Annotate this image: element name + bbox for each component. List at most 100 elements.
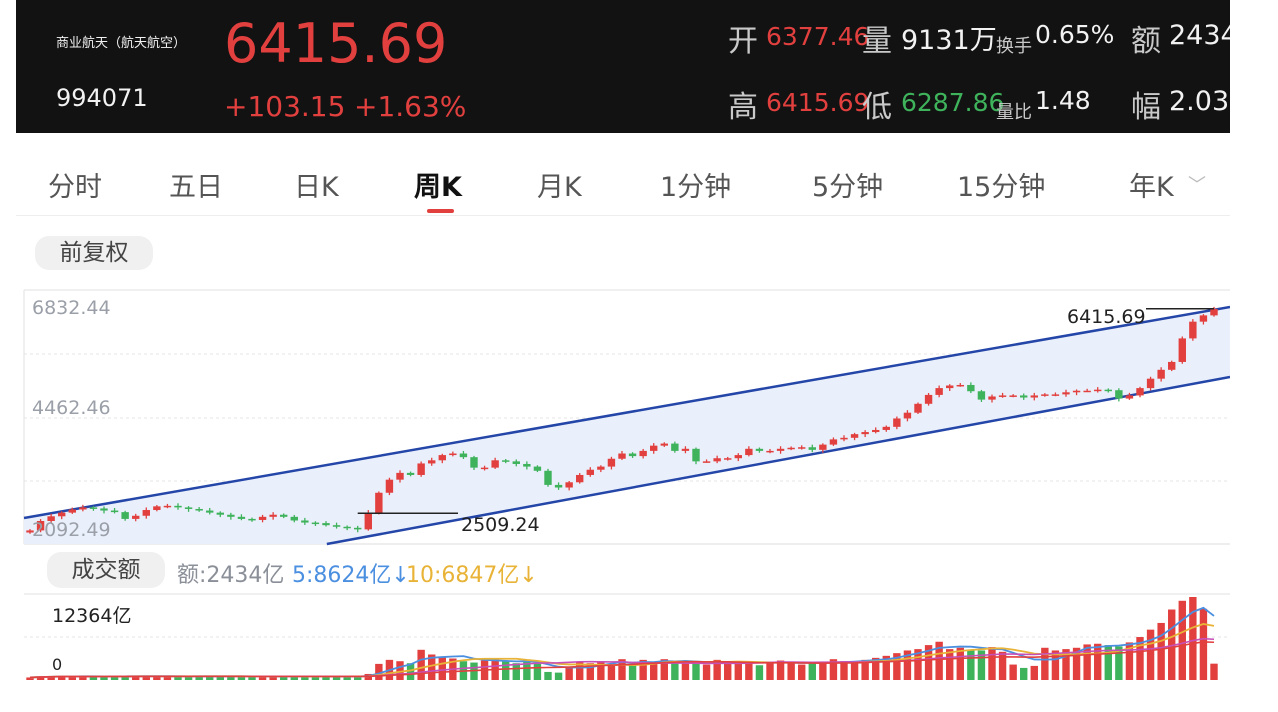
- tab-daily-k[interactable]: 日K: [294, 172, 339, 203]
- candle-body: [935, 388, 943, 395]
- tab-15-minute[interactable]: 15分钟: [957, 172, 1046, 203]
- volume-bar: [576, 661, 584, 680]
- volume-bar: [89, 676, 98, 680]
- candle-body: [808, 447, 816, 450]
- price-change: +103.15: [224, 90, 346, 123]
- volume-amount: 额:2434亿: [177, 563, 285, 588]
- volume-bar: [977, 650, 986, 680]
- volume-bar: [343, 676, 351, 680]
- candle-body: [258, 516, 267, 520]
- ma5-down-arrow-icon: ↓: [391, 563, 410, 588]
- candle-body: [1062, 392, 1070, 395]
- candle-body: [766, 450, 774, 453]
- channel-area: [24, 307, 1230, 544]
- volume-bar: [1115, 646, 1123, 680]
- index-code: 994071: [56, 84, 148, 112]
- candle-body: [554, 484, 563, 488]
- candle-body: [375, 492, 383, 513]
- candle-body: [1157, 369, 1165, 379]
- open-label: 开: [728, 24, 758, 59]
- candle-body: [1030, 395, 1038, 398]
- candle-body: [924, 394, 933, 404]
- candle-body: [628, 453, 637, 457]
- volume-bar: [988, 647, 996, 680]
- ma10-value: 10:6847亿: [406, 563, 520, 588]
- candle-body: [946, 385, 954, 389]
- candle-body: [565, 482, 573, 488]
- candle-body: [1051, 394, 1060, 396]
- candle-body: [798, 447, 806, 449]
- candle-body: [206, 510, 214, 513]
- candle-body: [660, 443, 668, 446]
- candle-body: [713, 458, 721, 462]
- volume-bar: [565, 667, 573, 680]
- volume-bar: [1157, 622, 1165, 680]
- tab-yearly-k[interactable]: 年K: [1129, 172, 1174, 203]
- candle-body: [1199, 315, 1208, 322]
- volume-bar: [1104, 645, 1112, 680]
- volume-bar: [1072, 647, 1081, 680]
- turnover-label: 换手: [996, 36, 1032, 57]
- tab-1-minute[interactable]: 1分钟: [660, 172, 732, 203]
- candle-body: [385, 479, 394, 493]
- tab-five-day[interactable]: 五日: [169, 172, 223, 203]
- candle-body: [819, 444, 827, 450]
- volume-bar: [1178, 600, 1186, 680]
- candle-body: [396, 472, 404, 480]
- candle-body: [671, 443, 679, 451]
- volume-ma5: 5:8624亿↓: [292, 557, 410, 589]
- tab-weekly-k[interactable]: 周K: [414, 172, 462, 203]
- volume-bar: [110, 676, 119, 680]
- candle-body: [988, 396, 996, 400]
- adjust-mode-button[interactable]: 前复权: [35, 236, 153, 270]
- candle-body: [1136, 388, 1144, 396]
- volume-bar: [258, 676, 267, 680]
- tab-intraday[interactable]: 分时: [48, 172, 102, 203]
- candle-body: [681, 448, 690, 451]
- candle-body: [1210, 308, 1218, 316]
- volume-axis-zero: 0: [52, 655, 63, 674]
- volume-bar: [861, 659, 869, 680]
- kline-chart[interactable]: [0, 0, 1230, 712]
- volume-bar: [607, 664, 616, 680]
- volume-bar: [554, 672, 563, 680]
- candle-body: [755, 448, 764, 451]
- candle-body: [58, 512, 66, 517]
- candle-body: [174, 505, 182, 508]
- candle-body: [967, 384, 975, 392]
- candle-body: [216, 512, 224, 515]
- price-change-pct: +1.63%: [354, 90, 467, 123]
- volume-bar: [1020, 667, 1028, 680]
- volume-bar: [776, 660, 785, 680]
- tab-monthly-k[interactable]: 月K: [537, 172, 582, 203]
- volume-bar: [766, 661, 774, 680]
- volume-bar: [787, 662, 795, 680]
- candle-body: [977, 391, 986, 400]
- candle-body: [438, 455, 446, 461]
- tab-5-minute[interactable]: 5分钟: [812, 172, 884, 203]
- volume-bar: [1125, 642, 1134, 680]
- chevron-down-icon[interactable]: ﹀: [1188, 175, 1206, 196]
- volume-bar: [523, 661, 531, 680]
- volume-bar: [269, 676, 277, 680]
- candle-body: [47, 516, 55, 522]
- ma5-value: 5:8624亿: [292, 563, 392, 588]
- volume-indicator-button[interactable]: 成交额: [47, 552, 165, 588]
- volume-bar: [438, 656, 446, 680]
- candle-body: [512, 461, 520, 464]
- candle-body: [354, 527, 362, 530]
- volume-bar: [216, 676, 224, 680]
- candle-body: [914, 403, 922, 413]
- candle-body: [132, 515, 140, 519]
- volume-bar: [58, 675, 66, 680]
- y-axis-mid-label: 4462.46: [32, 397, 111, 419]
- volume-bar: [502, 661, 510, 680]
- channel-lower-line: [326, 375, 1230, 546]
- volume-bar: [935, 641, 943, 680]
- volume-bar: [903, 650, 912, 680]
- volume-bar: [713, 659, 721, 680]
- candle-body: [1020, 395, 1028, 398]
- volume-bar: [829, 659, 838, 680]
- volume-bar: [322, 676, 330, 680]
- candle-body: [491, 460, 499, 468]
